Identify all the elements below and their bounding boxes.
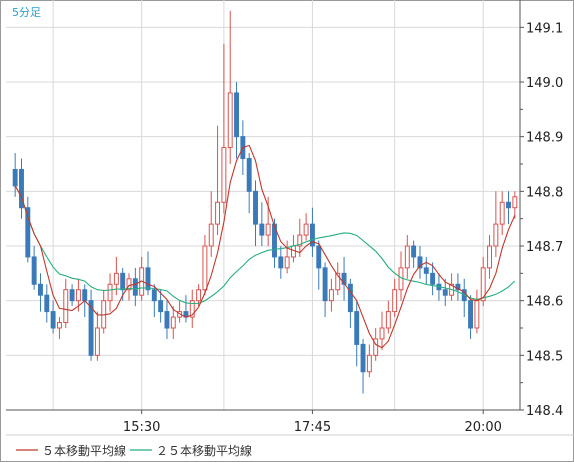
candle-body-up — [474, 300, 480, 329]
candle-body-down — [88, 300, 94, 356]
candle-body-up — [392, 289, 398, 313]
candle-body-up — [113, 272, 119, 285]
legend-ma25-label: ２５本移動平均線 — [156, 443, 252, 458]
candle-body-up — [126, 278, 132, 291]
candle-body-up — [227, 92, 233, 149]
candle-body-down — [411, 245, 417, 258]
ma25-line — [14, 185, 516, 305]
candle-body-up — [189, 300, 195, 318]
candle-body-down — [50, 311, 56, 329]
candle-body-up — [499, 201, 505, 225]
candle-body-up — [335, 272, 341, 291]
candle-body-down — [145, 267, 151, 291]
candle-body-down — [278, 256, 284, 269]
period-label: 5分足 — [12, 6, 41, 19]
candle-body-up — [107, 283, 113, 302]
candle-body-down — [468, 300, 474, 329]
candle-body-up — [94, 327, 100, 356]
candle-body-up — [63, 289, 69, 324]
candle-body-down — [316, 245, 322, 269]
candle-body-down — [417, 256, 423, 269]
candle-body-up — [208, 223, 214, 247]
y-axis-ticks: 148.4 148.5 148.6 148.7 148.8 148.9 149.0 149.1 — [520, 21, 563, 419]
candle-body-up — [297, 234, 303, 247]
candle-body-down — [430, 272, 436, 285]
x-tick-label: 15:30 — [123, 420, 160, 435]
candle-body-down — [347, 283, 353, 313]
y-tick-label: 148.9 — [526, 131, 563, 146]
candle-body-up — [328, 289, 334, 302]
legend-ma5-label: ５本移動平均線 — [42, 443, 126, 458]
candle-body-down — [151, 289, 157, 302]
candle-body-up — [303, 223, 309, 236]
candle-body-down — [164, 311, 170, 329]
candle-body-down — [12, 168, 18, 187]
y-tick-label: 148.6 — [526, 295, 563, 310]
candle-body-down — [19, 168, 24, 209]
candle-body-down — [322, 267, 328, 302]
candle-body-up — [480, 267, 486, 302]
candle-body-down — [272, 223, 277, 258]
y-tick-label: 148.8 — [526, 185, 563, 200]
candle-body-up — [366, 354, 372, 373]
candle-body-down — [44, 294, 50, 313]
candle-body-up — [170, 316, 176, 329]
candle-body-up — [196, 289, 202, 302]
candle-body-down — [82, 289, 88, 302]
candle-body-up — [221, 147, 227, 203]
candle-body-down — [158, 300, 164, 313]
candle-body-up — [215, 201, 221, 225]
candle-body-down — [341, 272, 347, 285]
candle-body-up — [284, 256, 290, 269]
candle-body-down — [69, 289, 75, 302]
y-tick-label: 149.1 — [526, 21, 563, 36]
candle-body-up — [512, 196, 518, 209]
candle-body-up — [75, 289, 81, 302]
ma5-line — [14, 144, 516, 349]
candle-body-up — [379, 327, 385, 340]
x-tick-label: 17:45 — [294, 420, 331, 435]
y-tick-label: 148.4 — [526, 404, 563, 419]
candle-body-down — [38, 283, 43, 296]
candle-body-up — [398, 267, 404, 291]
candle-body-up — [291, 245, 296, 258]
candle-body-up — [487, 245, 492, 269]
candle-body-up — [265, 223, 271, 236]
candle-body-down — [253, 190, 258, 225]
candle-body-down — [31, 256, 37, 285]
y-tick-label: 149.0 — [526, 76, 563, 91]
candle-body-up — [373, 338, 379, 356]
x-axis-ticks: 15:30 17:45 20:00 — [123, 410, 502, 435]
candle-body-down — [309, 223, 315, 247]
candle-body-down — [354, 311, 360, 345]
x-tick-label: 20:00 — [464, 420, 501, 435]
ma25-line-group — [14, 185, 516, 305]
y-tick-label: 148.5 — [526, 349, 563, 364]
candle-body-down — [132, 278, 138, 296]
candle-body-down — [246, 158, 252, 192]
candle-body-down — [360, 343, 366, 373]
candle-body-up — [404, 245, 410, 269]
ma5-line-group — [14, 144, 516, 349]
candle-body-down — [506, 201, 511, 209]
candle-body-down — [234, 92, 239, 138]
candle-body-down — [120, 272, 126, 291]
candle-body-up — [493, 223, 499, 247]
candle-body-down — [442, 289, 448, 296]
candle-body-up — [385, 311, 391, 329]
candle-body-up — [202, 245, 208, 291]
candle-body-up — [56, 322, 62, 329]
candle-series — [12, 10, 518, 394]
legend: ５本移動平均線 ２５本移動平均線 — [16, 443, 252, 458]
candle-body-down — [423, 267, 429, 274]
y-tick-label: 148.7 — [526, 240, 563, 255]
candle-body-down — [25, 207, 31, 258]
candle-body-down — [259, 223, 265, 236]
